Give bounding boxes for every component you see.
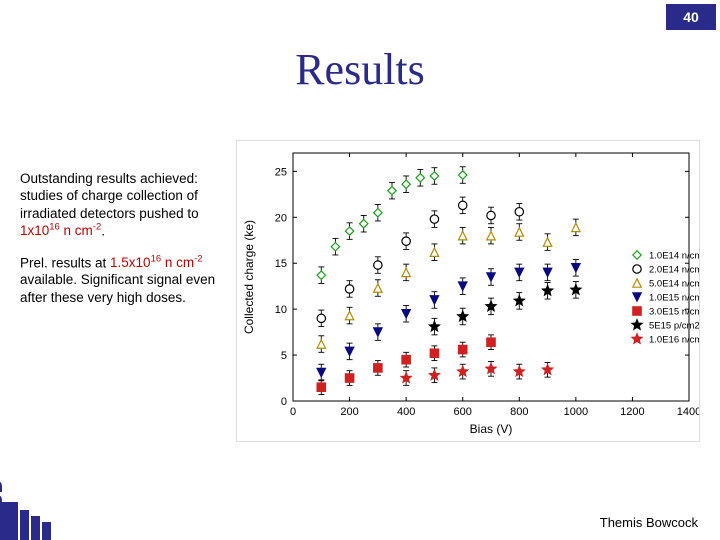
- page-number: 40: [683, 9, 699, 25]
- para1-hl-unit: n cm: [60, 223, 93, 238]
- svg-text:5E15 p/cm2: 5E15 p/cm2: [649, 321, 699, 332]
- svg-text:15: 15: [275, 258, 287, 270]
- para2-hl-exp: 16: [151, 254, 162, 265]
- para2-hl-base: 1.5x10: [110, 255, 151, 270]
- svg-text:1200: 1200: [620, 406, 644, 418]
- svg-text:1400: 1400: [677, 406, 699, 418]
- body-text: Outstanding results achieved: studies of…: [20, 170, 220, 320]
- para1-hl-exp: 16: [49, 222, 60, 233]
- svg-text:10: 10: [275, 304, 287, 316]
- svg-text:Bias (V): Bias (V): [470, 422, 513, 436]
- para2-hl-unit: n cm: [161, 255, 194, 270]
- page-number-box: 40: [666, 4, 716, 30]
- svg-text:2.0E14 n/cm2: 2.0E14 n/cm2: [649, 265, 699, 276]
- svg-text:1000: 1000: [564, 406, 588, 418]
- svg-text:25: 25: [275, 166, 287, 178]
- deco-bar: [42, 522, 51, 540]
- para2-lead: Prel. results at: [20, 255, 110, 270]
- svg-text:0: 0: [290, 406, 296, 418]
- para-1: Outstanding results achieved: studies of…: [20, 170, 220, 240]
- para2-hl-unit-exp: -2: [194, 254, 202, 265]
- page-title: Results: [0, 44, 720, 95]
- svg-text:20: 20: [275, 212, 287, 224]
- para1-hl-unit-exp: -2: [93, 222, 101, 233]
- deco-bar: [31, 516, 40, 540]
- chart-svg: 0 200 400 600 800 1000 1200 1400 0 5 10 15 20 25 Bias …: [237, 141, 699, 441]
- para2-highlight: 1.5x1016 n cm-2: [110, 255, 202, 270]
- svg-text:1.0E14 n/cm2: 1.0E14 n/cm2: [649, 251, 699, 262]
- svg-text:200: 200: [340, 406, 358, 418]
- svg-text:1.0E15 n/cm2: 1.0E15 n/cm2: [649, 293, 699, 304]
- slide: 40 Results Outstanding results achieved:…: [0, 0, 720, 540]
- deco-bar: [20, 510, 29, 540]
- svg-text:Collected charge (ke): Collected charge (ke): [242, 220, 256, 334]
- svg-text:600: 600: [454, 406, 472, 418]
- svg-text:1.0E16 n/cm2: 1.0E16 n/cm2: [649, 335, 699, 346]
- para1-lead: Outstanding results achieved: studies of…: [20, 171, 199, 221]
- para-2: Prel. results at 1.5x1016 n cm-2 availab…: [20, 254, 220, 306]
- chart-container: 0 200 400 600 800 1000 1200 1400 0 5 10 15 20 25 Bias …: [236, 140, 700, 442]
- corner-decoration: [0, 492, 58, 540]
- svg-text:5.0E14 n/cm2: 5.0E14 n/cm2: [649, 279, 699, 290]
- para1-hl-base: 1x10: [20, 223, 49, 238]
- para1-end: .: [101, 223, 105, 238]
- svg-text:800: 800: [510, 406, 528, 418]
- footer-author: Themis Bowcock: [600, 515, 698, 530]
- para1-highlight: 1x1016 n cm-2: [20, 223, 101, 238]
- para2-tail: available. Significant signal even after…: [20, 272, 215, 304]
- svg-text:0: 0: [281, 396, 287, 408]
- svg-text:400: 400: [397, 406, 415, 418]
- svg-text:5: 5: [281, 350, 287, 362]
- svg-text:3.0E15 n/cm2: 3.0E15 n/cm2: [649, 307, 699, 318]
- deco-bar: [0, 502, 18, 540]
